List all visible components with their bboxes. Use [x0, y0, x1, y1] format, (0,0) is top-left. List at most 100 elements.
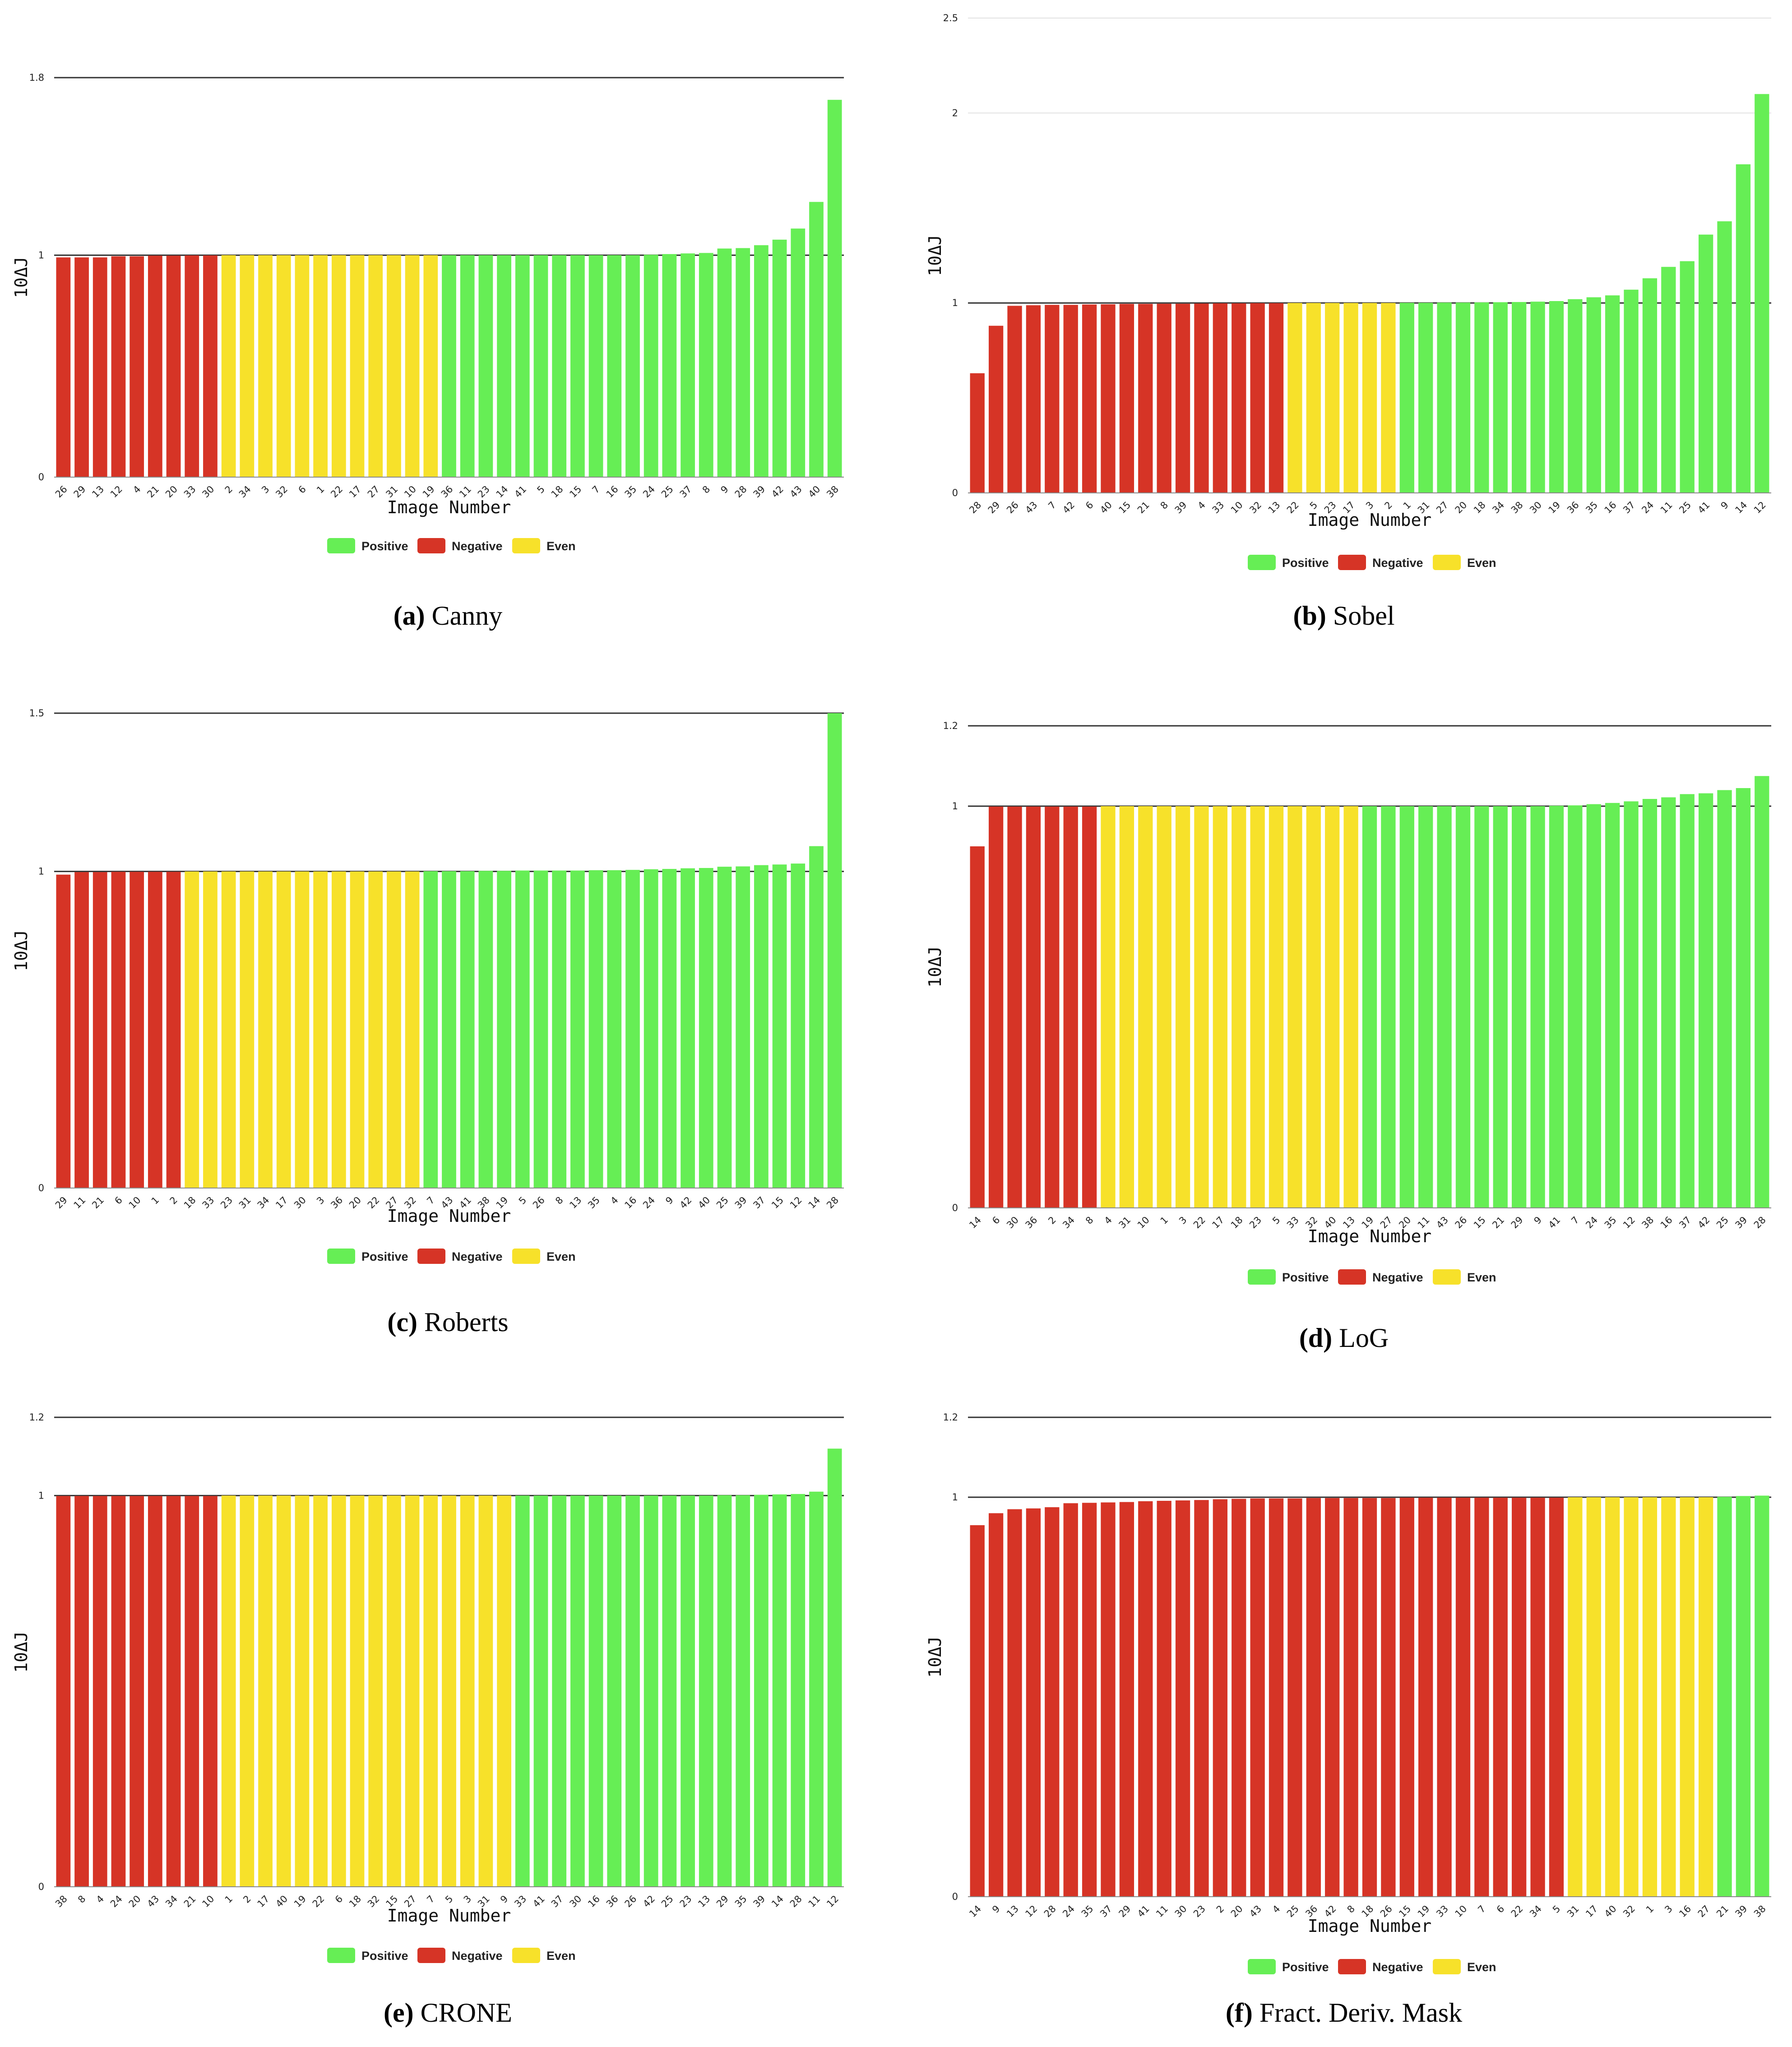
bar: [533, 870, 548, 1188]
x-tick-label: 4: [131, 483, 143, 495]
bar: [552, 870, 567, 1188]
x-tick-label: 33: [1285, 1214, 1301, 1230]
bar: [1362, 1498, 1377, 1897]
x-tick-label: 16: [604, 483, 620, 500]
x-tick-label: 15: [1116, 499, 1133, 515]
bar: [717, 248, 732, 477]
bar: [809, 846, 824, 1188]
legend-label-even: Even: [1467, 1960, 1496, 1974]
x-tick-label: 29: [1116, 1903, 1133, 1919]
x-tick-label: 15: [769, 1194, 786, 1211]
x-tick-label: 22: [1191, 1214, 1208, 1230]
y-axis-title: 10ΔJ: [925, 235, 945, 276]
bar: [331, 255, 346, 477]
bar: [1624, 801, 1639, 1208]
bar: [1717, 221, 1732, 493]
bar: [203, 871, 218, 1188]
x-tick-label: 13: [1005, 1903, 1021, 1919]
bar: [1007, 1509, 1022, 1897]
bar: [1362, 303, 1377, 493]
bar: [1530, 806, 1545, 1208]
bar: [1680, 261, 1695, 493]
bar: [1119, 304, 1134, 493]
bar: [423, 1495, 438, 1887]
bar: [533, 255, 548, 477]
x-tick-label: 13: [90, 483, 106, 500]
bar: [166, 1496, 181, 1887]
bar: [1232, 806, 1246, 1208]
x-tick-label: 2: [1214, 1903, 1226, 1915]
bar: [295, 871, 310, 1188]
bar: [1698, 1497, 1713, 1897]
y-tick-label: 0: [952, 1202, 958, 1213]
x-tick-label: 23: [678, 1893, 694, 1909]
bar: [1418, 806, 1433, 1208]
bar: [1026, 1508, 1041, 1897]
bar: [644, 255, 658, 477]
bar: [1549, 1497, 1564, 1897]
legend-swatch-positive: [327, 538, 355, 553]
bar: [111, 256, 126, 477]
bar: [221, 255, 236, 477]
x-tick-label: 32: [1621, 1903, 1637, 1919]
bar: [368, 1495, 383, 1887]
bar: [1717, 790, 1732, 1208]
x-tick-label: 33: [182, 483, 198, 500]
x-tick-label: 12: [1621, 1214, 1637, 1230]
x-tick-label: 6: [990, 1214, 1002, 1226]
bar: [148, 255, 162, 477]
bar: [1736, 1496, 1751, 1897]
x-tick-label: 24: [1060, 1903, 1077, 1919]
y-tick-label: 1: [38, 1490, 44, 1501]
bar: [1381, 1498, 1396, 1897]
x-tick-label: 38: [1639, 1214, 1656, 1230]
y-tick-label: 1.5: [29, 708, 44, 719]
x-tick-label: 7: [590, 483, 602, 495]
legend-label-positive: Positive: [361, 1949, 408, 1963]
bar: [1007, 806, 1022, 1208]
x-tick-label: 16: [1602, 499, 1619, 515]
x-tick-label: 36: [1023, 1214, 1039, 1230]
legend-swatch-even: [512, 1948, 540, 1963]
legend-label-even: Even: [546, 539, 576, 553]
x-tick-label: 13: [696, 1893, 712, 1909]
x-tick-label: 24: [1639, 499, 1656, 515]
x-tick-label: 26: [1005, 499, 1021, 515]
x-tick-label: 9: [718, 483, 730, 495]
legend-label-negative: Negative: [452, 1250, 503, 1263]
bar: [1287, 1498, 1302, 1897]
x-tick-label: 40: [696, 1194, 712, 1211]
bar: [1698, 234, 1713, 493]
bar: [1119, 1502, 1134, 1897]
x-tick-label: 9: [498, 1893, 510, 1905]
x-axis-title: Image Number: [387, 1206, 511, 1226]
bar: [1269, 1498, 1284, 1897]
y-tick-label: 1.2: [29, 1412, 44, 1423]
bar: [1026, 806, 1041, 1208]
bar: [625, 870, 640, 1188]
bar: [1213, 1499, 1227, 1897]
x-tick-label: 3: [259, 483, 271, 495]
y-tick-label: 1: [38, 250, 44, 260]
x-tick-label: 14: [967, 1903, 983, 1919]
bar-chart-a: 011.826 29 13 12 4 21 20 33 30 2 34 3 32 6 1 22 17 27 31 10…: [11, 72, 844, 553]
bar: [1493, 806, 1508, 1208]
bar: [1045, 1507, 1060, 1897]
bar: [93, 872, 107, 1188]
bar: [552, 255, 567, 477]
bar: [827, 100, 842, 477]
bar: [1755, 776, 1769, 1208]
x-tick-label: 39: [733, 1194, 749, 1211]
x-tick-label: 19: [292, 1893, 308, 1909]
x-tick-label: 1: [1158, 1214, 1170, 1226]
bar: [570, 870, 585, 1188]
bar: [258, 871, 273, 1188]
x-tick-label: 11: [72, 1194, 88, 1211]
caption-text: Canny: [425, 601, 503, 631]
bar: [1063, 305, 1078, 493]
bar: [1717, 1497, 1732, 1897]
bar: [166, 872, 181, 1188]
bar: [1399, 806, 1414, 1208]
y-axis-title: 10ΔJ: [11, 1631, 31, 1673]
bar: [1287, 303, 1302, 493]
